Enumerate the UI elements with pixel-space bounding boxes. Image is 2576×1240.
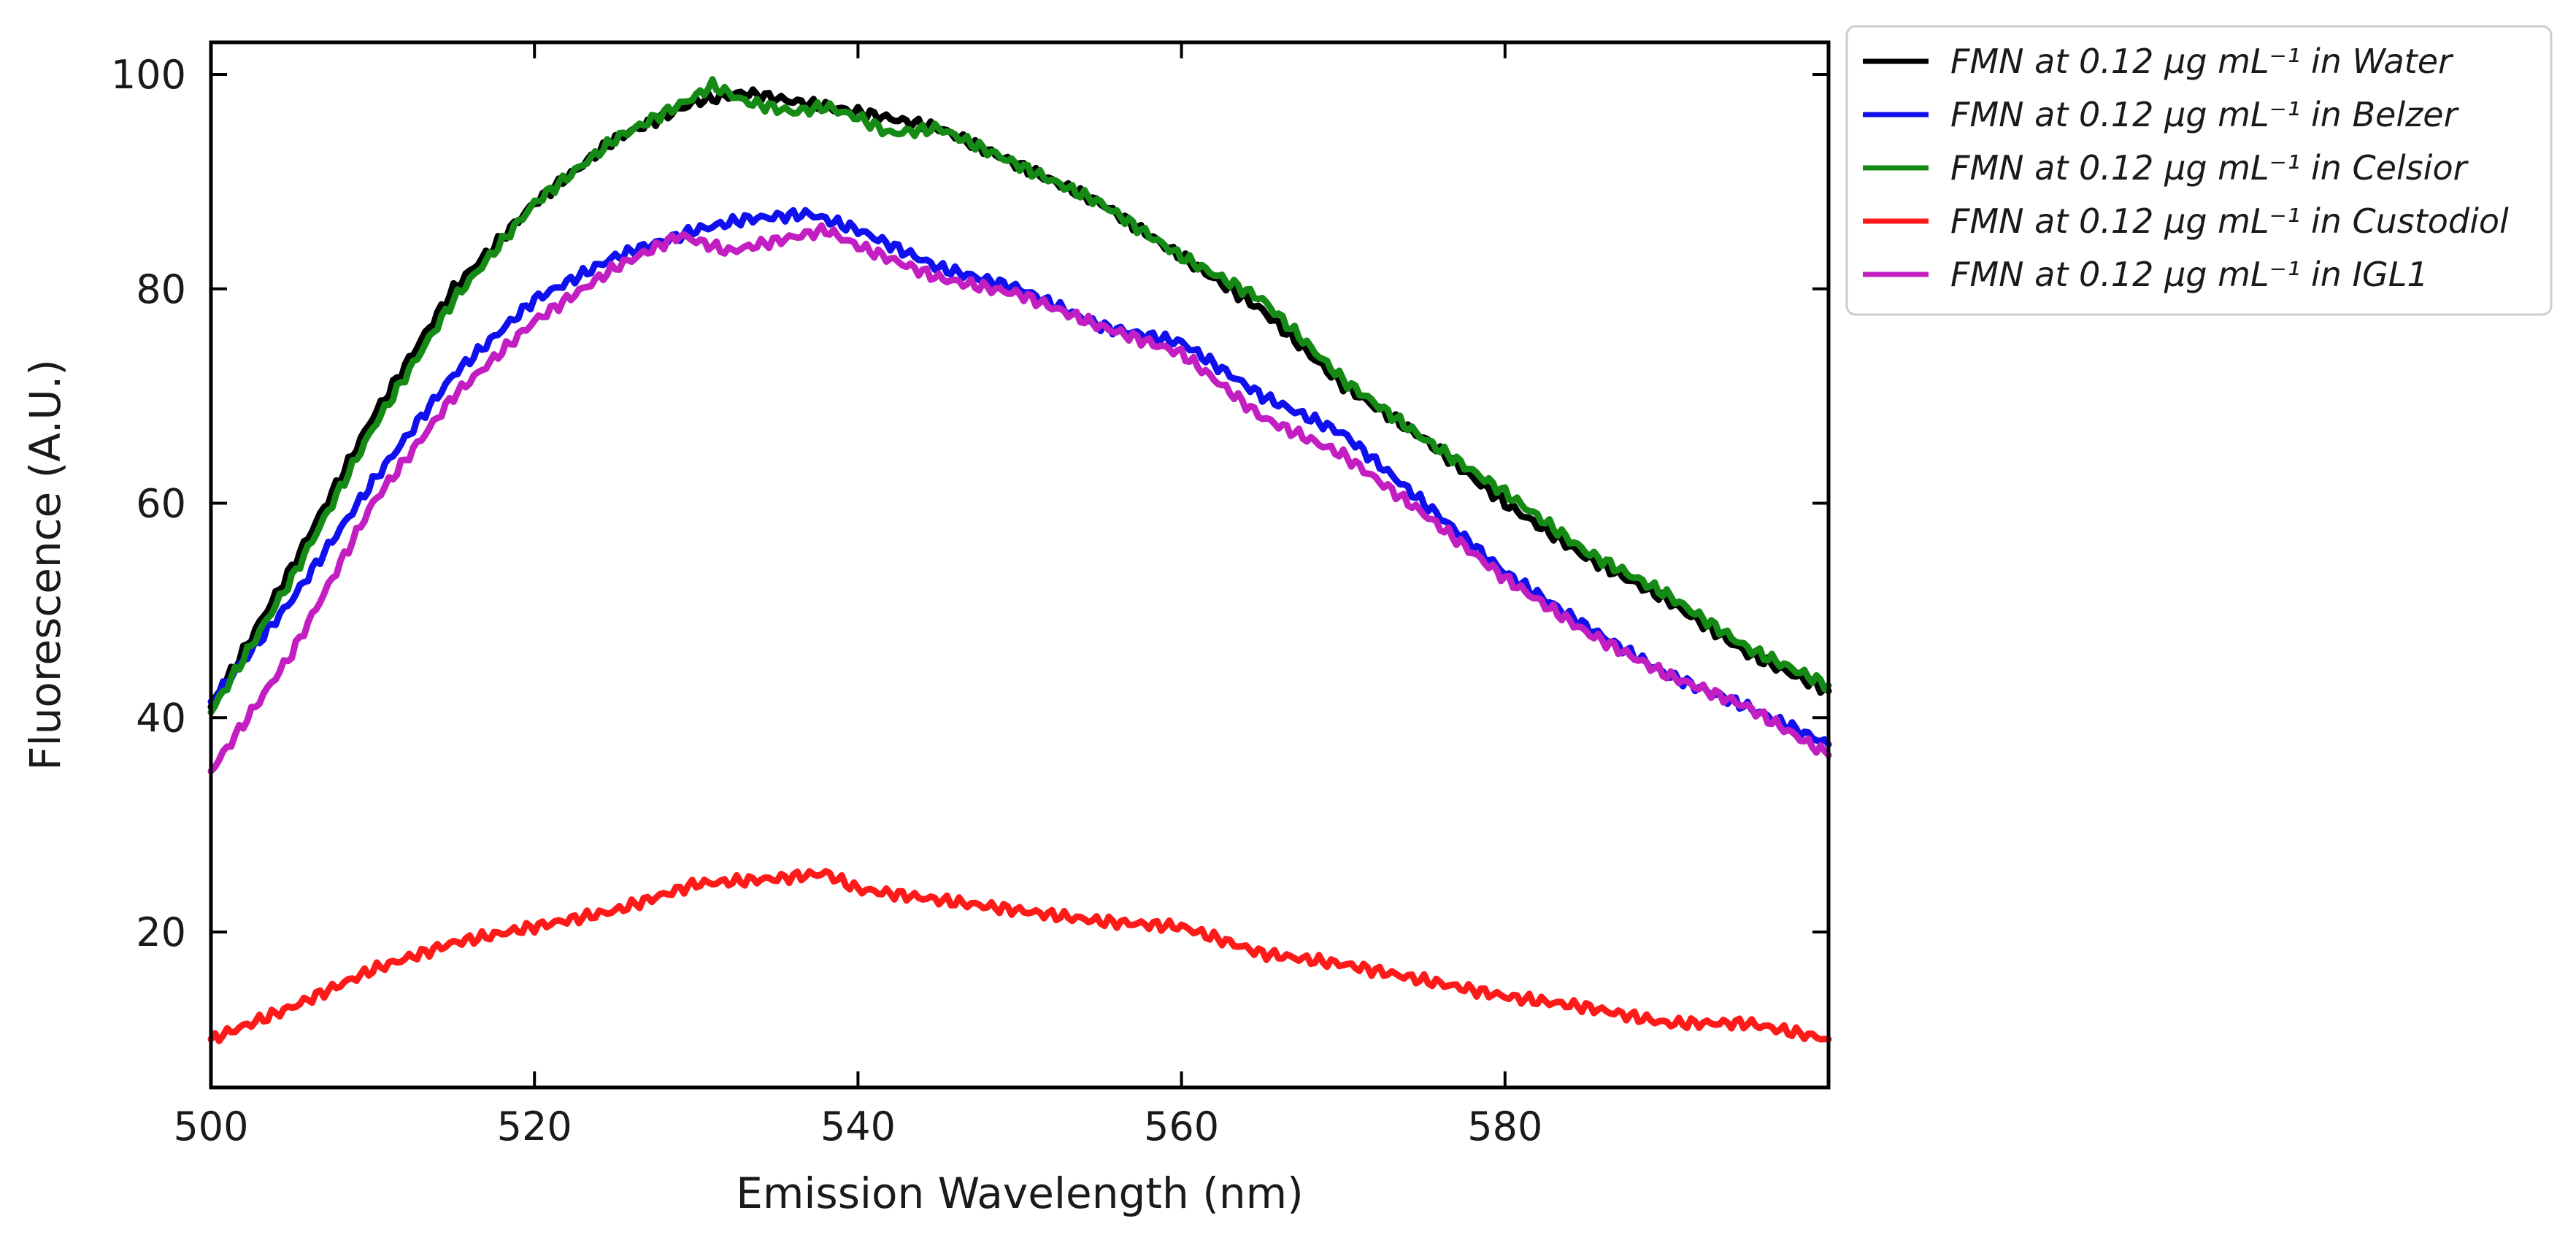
x-tick-label: 580 bbox=[1467, 1104, 1542, 1149]
legend-label: FMN at 0.12 µg mL⁻¹ in Custodiol bbox=[1950, 201, 2509, 241]
legend: FMN at 0.12 µg mL⁻¹ in Water FMN at 0.12 … bbox=[1845, 25, 2553, 316]
series-layer bbox=[207, 76, 1832, 1044]
x-tick-label: 520 bbox=[497, 1104, 572, 1149]
y-tick-label: 60 bbox=[136, 481, 186, 527]
series-line-5 bbox=[207, 222, 1832, 775]
legend-box bbox=[1845, 25, 2553, 316]
plot-frame bbox=[209, 40, 1831, 1090]
y-tick-label: 80 bbox=[136, 266, 186, 312]
legend-label: FMN at 0.12 µg mL⁻¹ in Water bbox=[1950, 42, 2454, 81]
y-tick-label: 20 bbox=[136, 909, 186, 955]
ticks-layer: 500 520 540 560 580 20 40 60 80 100 bbox=[111, 42, 1829, 1149]
series-line-3 bbox=[207, 76, 1832, 716]
legend-label: FMN at 0.12 µg mL⁻¹ in IGL1 bbox=[1950, 255, 2429, 294]
legend-label: FMN at 0.12 µg mL⁻¹ in Celsior bbox=[1950, 148, 2469, 188]
series-line-4 bbox=[207, 868, 1832, 1044]
y-tick-label: 40 bbox=[136, 695, 186, 741]
legend-label: FMN at 0.12 µg mL⁻¹ in Belzer bbox=[1950, 95, 2460, 134]
x-tick-label: 560 bbox=[1144, 1104, 1219, 1149]
y-axis-title: Fluorescence (A.U.) bbox=[20, 359, 70, 771]
y-tick-label: 100 bbox=[111, 52, 186, 98]
x-tick-label: 500 bbox=[173, 1104, 248, 1149]
x-axis-title: Emission Wavelength (nm) bbox=[736, 1168, 1304, 1218]
x-tick-label: 540 bbox=[820, 1104, 896, 1149]
